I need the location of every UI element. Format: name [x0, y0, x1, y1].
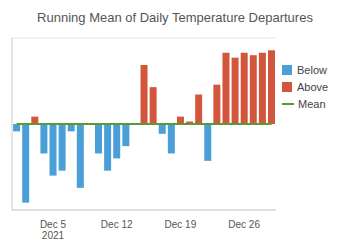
html-text:Running Mean of Daily Temperat: Running Mean of Daily Temperature Depart… [37, 10, 313, 25]
svg-text:Dec 26: Dec 26 [228, 219, 260, 230]
svg-text:Dec 52021: Dec 52021 [40, 219, 67, 240]
html-text:Above: Above [297, 81, 329, 93]
html-text:Mean: Mean [298, 98, 326, 110]
svg-text:Dec 19: Dec 19 [165, 219, 197, 230]
svg-text:Dec 12: Dec 12 [101, 219, 133, 230]
html-text:Below: Below [297, 64, 327, 76]
